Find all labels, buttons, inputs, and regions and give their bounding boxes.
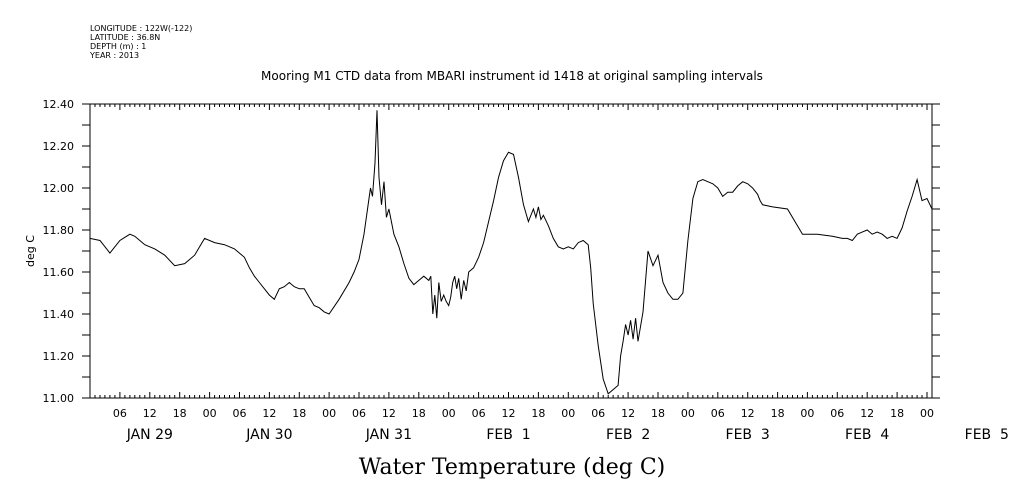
x-tick-labels: 06 12 18 00 06 12 18 00 06 12 18 00 06 12 18 00 06 12 18 00… (113, 407, 934, 420)
x-tick-label: 18 (651, 407, 665, 420)
x-tick-label: 00 (442, 407, 456, 420)
y-tick-label: 11.60 (43, 266, 75, 279)
date-labels: JAN 29 JAN 30 JAN 31 FEB 1 FEB 2 FEB 3 FEB 4 FE… (126, 427, 1009, 443)
axis-ticks (82, 103, 940, 399)
date-label: FEB 5 (965, 427, 1009, 443)
x-tick-label: 12 (382, 407, 396, 420)
x-tick-label: 06 (591, 407, 605, 420)
date-label: FEB 2 (606, 427, 650, 443)
x-tick-label: 18 (531, 407, 545, 420)
x-tick-label: 00 (920, 407, 934, 420)
metadata-block: LONGITUDE : 122W(-122) LATITUDE : 36.8N … (89, 24, 192, 60)
date-label: JAN 29 (126, 427, 173, 443)
x-tick-label: 06 (711, 407, 725, 420)
y-tick-label: 11.40 (43, 308, 75, 321)
x-tick-label: 12 (741, 407, 755, 420)
x-tick-label: 00 (681, 407, 695, 420)
x-axis-label: Water Temperature (deg C) (359, 455, 666, 480)
x-tick-label: 06 (830, 407, 844, 420)
x-tick-label: 12 (262, 407, 276, 420)
x-tick-label: 18 (890, 407, 904, 420)
chart-title: Mooring M1 CTD data from MBARI instrumen… (261, 69, 763, 83)
x-tick-label: 12 (621, 407, 635, 420)
longitude-label: LONGITUDE : 122W(-122) (90, 24, 192, 33)
x-tick-label: 18 (173, 407, 187, 420)
date-label: FEB 4 (845, 427, 889, 443)
x-tick-label: 12 (860, 407, 874, 420)
date-label: JAN 31 (365, 427, 412, 443)
x-tick-label: 00 (322, 407, 336, 420)
depth-label: DEPTH (m) : 1 (90, 42, 146, 51)
y-tick-label: 11.80 (43, 224, 75, 237)
date-label: FEB 3 (726, 427, 770, 443)
y-tick-labels: 11.00 11.20 11.40 11.60 11.80 12.00 12.20 12.40 (43, 98, 75, 405)
plot-frame (89, 103, 933, 399)
date-label: FEB 1 (486, 427, 530, 443)
x-tick-label: 00 (203, 407, 217, 420)
x-tick-label: 12 (502, 407, 516, 420)
x-tick-label: 18 (292, 407, 306, 420)
y-tick-label: 12.00 (43, 182, 75, 195)
y-tick-label: 11.20 (43, 350, 75, 363)
year-label: YEAR : 2013 (89, 51, 139, 60)
y-tick-label: 12.40 (43, 98, 75, 111)
x-tick-label: 12 (143, 407, 157, 420)
x-tick-label: 06 (233, 407, 247, 420)
series-line (89, 110, 933, 395)
y-tick-label: 11.00 (43, 392, 75, 405)
y-tick-label: 12.20 (43, 140, 75, 153)
latitude-label: LATITUDE : 36.8N (90, 33, 160, 42)
date-label: JAN 30 (245, 427, 292, 443)
x-tick-label: 18 (771, 407, 785, 420)
x-tick-label: 18 (412, 407, 426, 420)
x-tick-label: 06 (113, 407, 127, 420)
x-tick-label: 06 (472, 407, 486, 420)
y-axis-label: deg C (24, 235, 37, 267)
x-tick-label: 00 (561, 407, 575, 420)
x-tick-label: 00 (800, 407, 814, 420)
x-tick-label: 06 (352, 407, 366, 420)
